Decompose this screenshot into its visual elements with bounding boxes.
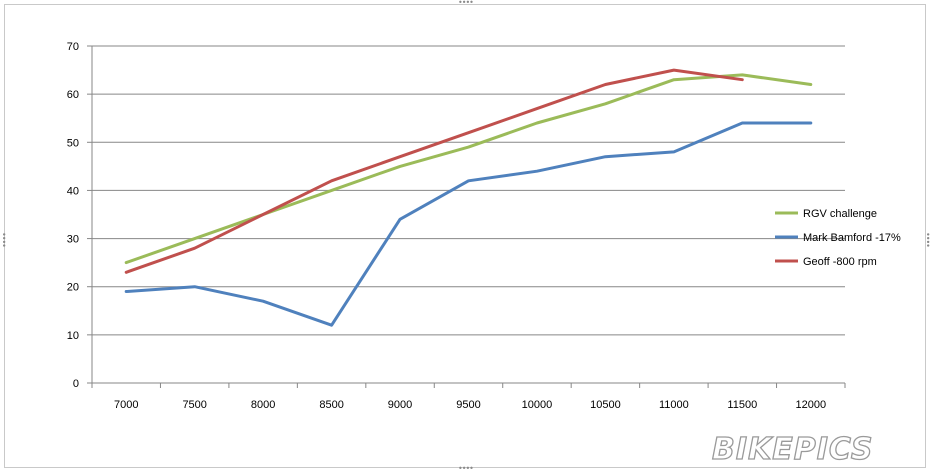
series-line-1 [124,73,813,265]
resize-handle-bottom[interactable]: •••• [458,464,474,473]
series-lines [124,68,813,327]
x-tick-label: 11500 [727,399,757,411]
y-tick-label: 60 [67,89,79,101]
y-axis-labels: 0 10 20 30 40 50 60 70 [67,41,79,390]
x-tick-label: 10500 [590,399,621,411]
x-tick-label: 8500 [319,399,343,411]
series-line-2 [124,121,813,327]
x-tick-label: 8000 [251,399,275,411]
resize-handle-right[interactable]: •••• [923,232,931,247]
x-tick-label: 11000 [659,399,689,411]
legend-entry-label: Geoff -800 rpm [803,256,877,268]
axes [87,45,846,388]
x-tick-label: 9500 [456,399,480,411]
y-tick-label: 30 [67,234,79,246]
resize-handle-left[interactable]: •••• [0,232,8,247]
watermark-logo: BIKEPICS [712,432,873,467]
y-tick-label: 20 [67,282,79,294]
x-tick-label: 9000 [388,399,412,411]
legend-entry-label: Mark Bamford -17% [803,232,901,244]
resize-handle-top[interactable]: •••• [458,0,474,7]
gridlines [92,45,845,336]
series-line-3 [124,68,744,274]
legend: RGV challenge Mark Bamford -17% Geoff -800… [775,208,901,268]
x-tick-label: 7000 [114,399,138,411]
y-tick-label: 0 [73,378,79,390]
y-tick-label: 70 [67,41,79,53]
x-tick-label: 12000 [795,399,826,411]
x-tick-label: 10000 [522,399,553,411]
y-tick-label: 50 [67,137,79,149]
chart-area[interactable] [4,4,926,468]
y-tick-label: 10 [67,330,79,342]
x-tick-label: 7500 [182,399,206,411]
legend-entry-label: RGV challenge [803,208,877,220]
y-tick-label: 40 [67,185,79,197]
x-axis-labels: 7000 7500 8000 8500 9000 9500 10000 10500 11000 1… [114,399,826,411]
